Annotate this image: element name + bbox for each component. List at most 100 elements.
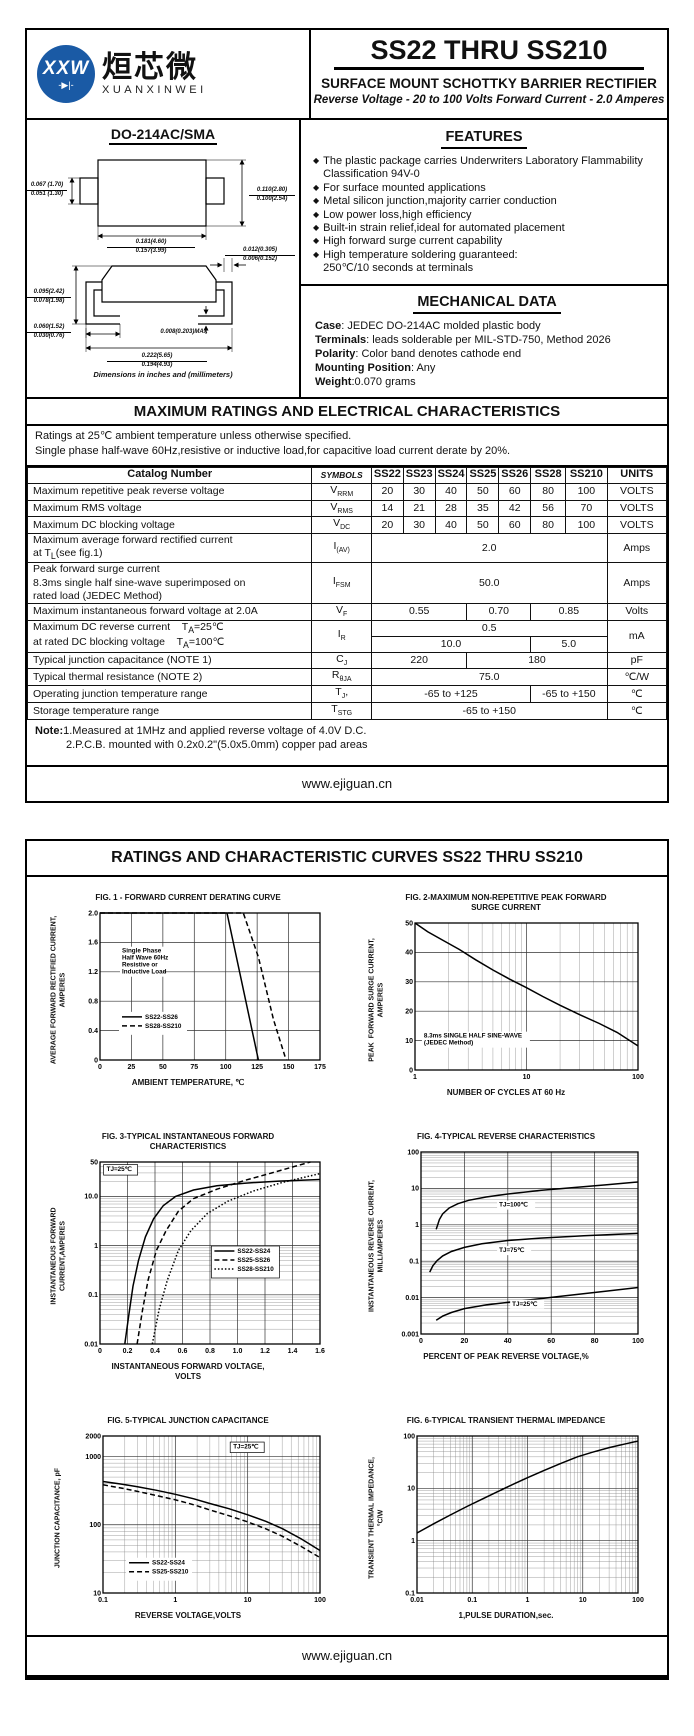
svg-text:10: 10 [244,1597,252,1604]
bullet-icon: ◆ [313,182,320,192]
svg-text:20: 20 [461,1338,469,1345]
ratings-condition-2: Single phase half-wave 60Hz,resistive or… [35,444,511,457]
table-cell: Maximum DC reverse current TA=25℃ at rate… [26,619,313,653]
table-cell: IR [311,619,372,653]
figure-xlabel: NUMBER OF CYCLES AT 60 Hz [446,1087,566,1097]
figure-ylabel: TRANSIENT THERMAL IMPEDANCE, °C/W [368,1456,384,1579]
table-cell: 100 [565,516,608,535]
figure-caption: FIG. 1 - FORWARD CURRENT DERATING CURVE [95,892,281,902]
curves-page-title: RATINGS AND CHARACTERISTIC CURVES SS22 T… [27,841,667,877]
table-cell: VOLTS [606,499,668,518]
svg-text:1: 1 [94,1243,98,1250]
svg-text:Single Phase: Single Phase [122,947,162,954]
feature-text: The plastic package carries Underwriters… [323,155,643,181]
table-row: Maximum repetitive peak reverse voltage V… [26,482,668,501]
table-cell: VRMS [311,499,372,518]
table-cell: 28 [434,499,468,518]
feature-item: ◆ Built-in strain relief,ideal for automa… [313,222,659,235]
figure-caption: FIG. 6-TYPICAL TRANSIENT THERMAL IMPEDAN… [406,1415,606,1425]
table-cell: 50.0 [370,562,608,604]
figure-xlabel: PERCENT OF PEAK REVERSE VOLTAGE,% [423,1351,589,1361]
column-header: SS26 [498,466,532,484]
figure-5-chart: 0.1 1 10 100 10 100 1000 2000 TJ=25℃ SS22-SS24 SS2… [85,1433,326,1604]
dimension-label: 0.095(2.42) 0.078(1.98) [27,289,71,306]
table-cell: 0.5 [370,619,608,637]
svg-text:80: 80 [591,1338,599,1345]
svg-text:0.8: 0.8 [88,998,98,1005]
svg-text:10: 10 [93,1590,101,1597]
table-cell: 50 [466,516,500,535]
mech-line: Weight:0.070 grams [315,375,416,388]
svg-text:0.4: 0.4 [150,1348,160,1355]
svg-text:100: 100 [314,1597,326,1604]
svg-text:0: 0 [419,1338,423,1345]
figure-caption: FIG. 5-TYPICAL JUNCTION CAPACITANCE [107,1415,269,1425]
column-header: SS25 [466,466,500,484]
table-cell: RθJA [311,668,372,687]
notes-section: Note:1.Measured at 1MHz and applied reve… [27,720,667,767]
table-cell: Typical junction capacitance (NOTE 1) [26,651,313,670]
table-cell: 220 [370,651,468,670]
svg-text:25: 25 [128,1064,136,1071]
svg-text:100: 100 [632,1597,644,1604]
svg-text:TJ=100℃: TJ=100℃ [499,1201,528,1208]
features-list: ◆ The plastic package carries Underwriter… [309,155,659,276]
svg-text:40: 40 [405,949,413,956]
table-cell: 0.70 [466,602,532,621]
svg-text:100: 100 [632,1338,644,1345]
feature-text: For surface mounted applications [323,181,486,194]
feature-item: ◆ Low power loss,high efficiency [313,209,659,222]
svg-text:1.6: 1.6 [88,939,98,946]
column-header: SS22 [370,466,404,484]
website-link[interactable]: www.ejiguan.cn [27,1634,667,1675]
table-cell: 180 [466,651,608,670]
ratings-band-title: MAXIMUM RATINGS AND ELECTRICAL CHARACTER… [27,399,667,427]
feature-item: ◆ High forward surge current capability [313,235,659,248]
table-cell: 21 [402,499,436,518]
table-cell: VDC [311,516,372,535]
table-cell: VRRM [311,482,372,501]
table-cell: 60 [498,516,532,535]
table-cell: Typical thermal resistance (NOTE 2) [26,668,313,687]
figure-1: FIG. 1 - FORWARD CURRENT DERATING CURVE A… [48,893,328,1098]
svg-text:SS22-SS26: SS22-SS26 [145,1013,178,1020]
dimension-label: 0.181(4.60) 0.157(3.99) [107,239,195,256]
bullet-icon: ◆ [313,236,320,246]
table-row: Typical thermal resistance (NOTE 2) RθJA 7… [26,668,668,687]
datasheet-page-2: RATINGS AND CHARACTERISTIC CURVES SS22 T… [25,838,669,1680]
features-section: FEATURES ◆ The plastic package carries Un… [301,120,667,286]
figure-3-chart: 0 0.2 0.4 0.6 0.8 1.0 1.2 1.4 1.6 0.01 0.1 1 10.0 50 T… [84,1159,325,1355]
table-row: Maximum average forward rectified curren… [26,533,668,564]
figure-xlabel: 1,PULSE DURATION,sec. [458,1610,554,1620]
svg-text:1: 1 [173,1597,177,1604]
table-cell: Maximum instantaneous forward voltage at… [26,602,313,621]
figure-caption: FIG. 2-MAXIMUM NON-REPETITIVE PEAK FORWA… [405,892,607,912]
table-cell: 0.55 [370,602,468,621]
website-link[interactable]: www.ejiguan.cn [301,775,393,791]
figure-caption: FIG. 4-TYPICAL REVERSE CHARACTERISTICS [416,1131,596,1141]
figure-ylabel: INSTANTANEOUS FORWARD CURRENT,AMPERES [50,1207,66,1305]
feature-text: Metal silicon junction,majority carrier … [323,195,557,208]
table-cell: Maximum repetitive peak reverse voltage [26,482,313,501]
svg-text:0.6: 0.6 [178,1348,188,1355]
column-header: SS24 [434,466,468,484]
table-cell: pF [606,651,668,670]
feature-item: ◆ High temperature soldering guaranteed: … [313,249,659,276]
table-row: Peak forward surge current 8.3ms single h… [26,562,668,604]
table-cell: 0.85 [530,602,608,621]
table-cell: TJ, [311,685,372,704]
svg-text:1.0: 1.0 [233,1348,243,1355]
table-cell: 35 [466,499,500,518]
svg-text:10.0: 10.0 [84,1193,98,1200]
title-underline [334,67,644,71]
svg-text:2.0: 2.0 [88,910,98,917]
feature-text: Built-in strain relief,ideal for automat… [323,222,565,235]
logo-text: 烜芯微 XUANXINWEI [102,52,207,97]
svg-text:0: 0 [98,1064,102,1071]
table-cell: 100 [565,482,608,501]
svg-text:0.1: 0.1 [98,1597,108,1604]
table-cell: 5.0 [530,635,608,653]
svg-text:50: 50 [90,1159,98,1166]
bullet-icon: ◆ [313,249,320,259]
